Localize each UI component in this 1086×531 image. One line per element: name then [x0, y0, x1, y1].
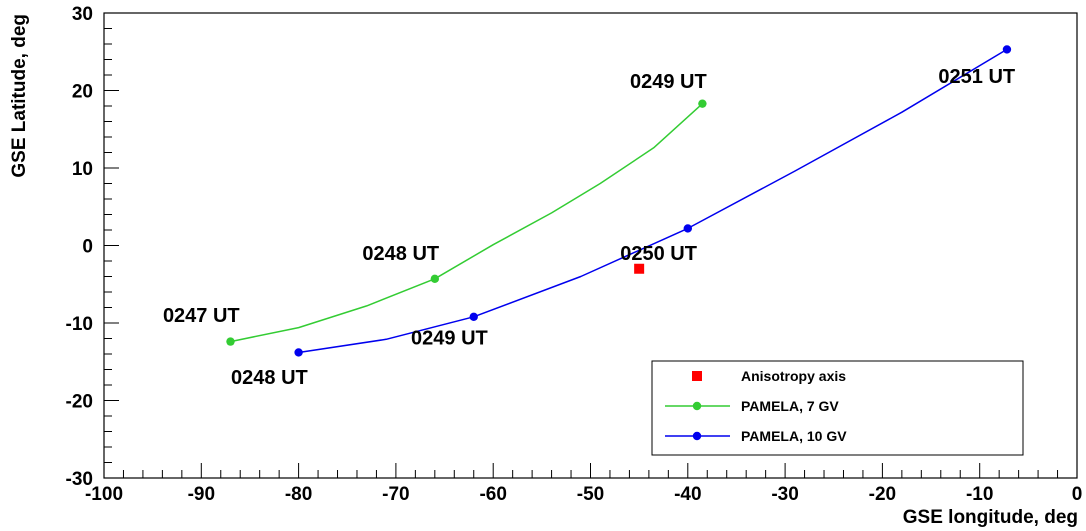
y-tick-label: 30 — [72, 4, 93, 25]
time-annotation: 0247 UT — [163, 305, 240, 327]
x-tick-label: -80 — [285, 484, 312, 505]
legend-label-pamela-10-gv: PAMELA, 10 GV — [741, 428, 847, 444]
y-tick-label: -10 — [66, 314, 93, 335]
x-axis-title: GSE longitude, deg — [903, 507, 1078, 528]
x-tick-label: -30 — [771, 484, 798, 505]
time-annotation: 0249 UT — [411, 328, 488, 350]
x-tick-label: -10 — [966, 484, 993, 505]
data-point-anisotropy-axis — [634, 263, 645, 274]
legend: Anisotropy axis PAMELA, 7 GV PAMELA, 10 GV — [651, 360, 1024, 456]
x-tick-label: 0 — [1072, 484, 1083, 505]
x-axis: -100 -90 -80 -70 -60 -50 -40 -30 -20 -10 0 — [85, 463, 1082, 505]
series-line-pamela-7-gv — [230, 103, 703, 343]
data-point-pamela-7-gv — [430, 274, 440, 284]
legend-label-pamela-7-gv: PAMELA, 7 GV — [741, 398, 839, 414]
y-tick-label: -30 — [66, 469, 93, 490]
data-point-pamela-10-gv — [683, 224, 692, 233]
data-point-pamela-10-gv — [1002, 45, 1012, 54]
y-tick-label: 20 — [72, 82, 93, 103]
legend-marker-anisotropy-axis — [692, 371, 702, 381]
y-tick-label: 0 — [82, 237, 93, 258]
x-tick-label: -20 — [869, 484, 896, 505]
annotation-layer: 0247 UT 0248 UT 0249 UT 0248 UT 0249 UT 0250 … — [163, 66, 1015, 389]
x-tick-label: -100 — [85, 484, 123, 505]
y-axis: -30 -20 -10 0 10 20 30 — [66, 4, 119, 490]
series-layer — [226, 45, 1012, 357]
time-annotation: 0248 UT — [362, 243, 439, 265]
x-tick-label: -50 — [577, 484, 604, 505]
x-tick-label: -60 — [479, 484, 506, 505]
y-tick-label: -20 — [66, 392, 93, 413]
legend-box — [651, 360, 1024, 456]
legend-marker-pamela-10-gv — [692, 431, 702, 441]
x-tick-label: -90 — [188, 484, 215, 505]
x-tick-label: -70 — [382, 484, 409, 505]
time-annotation: 0250 UT — [620, 243, 697, 265]
data-point-pamela-10-gv — [469, 312, 478, 321]
legend-label-anisotropy-axis: Anisotropy axis — [741, 368, 846, 384]
data-point-pamela-7-gv — [698, 99, 707, 108]
time-annotation: 0251 UT — [938, 66, 1015, 88]
data-point-pamela-10-gv — [294, 348, 303, 357]
y-tick-label: 10 — [72, 159, 93, 180]
time-annotation: 0249 UT — [630, 71, 707, 93]
y-axis-title: GSE Latitude, deg — [9, 14, 30, 178]
legend-marker-pamela-7-gv — [692, 401, 702, 411]
series-line-pamela-10-gv — [298, 48, 1008, 354]
time-annotation: 0248 UT — [231, 367, 308, 389]
data-point-pamela-7-gv — [226, 337, 235, 346]
x-tick-label: -40 — [674, 484, 701, 505]
